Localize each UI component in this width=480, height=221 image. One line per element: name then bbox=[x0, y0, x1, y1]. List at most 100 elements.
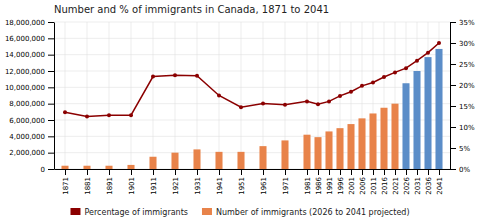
chart: 1871188118911901191119211931194119511961… bbox=[0, 0, 480, 221]
tick: 1881 bbox=[84, 169, 92, 195]
tick-mark bbox=[48, 87, 54, 88]
marker bbox=[217, 94, 221, 98]
tick-mark bbox=[450, 106, 456, 107]
bar bbox=[303, 135, 310, 169]
marker bbox=[338, 94, 342, 98]
marker bbox=[404, 66, 408, 70]
marker bbox=[283, 103, 287, 107]
tick-label: 16,000,000 bbox=[5, 35, 45, 43]
tick-label: 1971 bbox=[282, 177, 290, 195]
tick: 10% bbox=[450, 124, 475, 132]
tick-mark bbox=[87, 169, 88, 175]
grid-line-y bbox=[54, 169, 450, 170]
tick-label: 15% bbox=[459, 103, 475, 111]
marker bbox=[437, 41, 441, 45]
tick: 2026 bbox=[403, 169, 411, 195]
tick: 1891 bbox=[106, 169, 114, 195]
tick-mark bbox=[48, 38, 54, 39]
tick-mark bbox=[450, 22, 456, 23]
marker bbox=[173, 73, 177, 77]
tick: 25% bbox=[450, 61, 475, 69]
marker bbox=[151, 75, 155, 79]
tick: 1921 bbox=[172, 169, 180, 195]
tick-label: 1991 bbox=[326, 177, 334, 195]
tick-label: 1981 bbox=[304, 177, 312, 195]
tick-mark bbox=[48, 71, 54, 72]
tick: 35% bbox=[450, 19, 475, 27]
tick-mark bbox=[197, 169, 198, 175]
tick: 1951 bbox=[238, 169, 246, 195]
tick-label: 0% bbox=[459, 166, 470, 174]
tick: 0 bbox=[41, 166, 54, 174]
y2-axis: 0%5%10%15%20%25%30%35% bbox=[450, 19, 475, 174]
tick-mark bbox=[340, 169, 341, 175]
tick: 18,000,000 bbox=[5, 19, 54, 27]
marker bbox=[327, 99, 331, 103]
tick-label: 4,000,000 bbox=[9, 133, 45, 141]
grid-line-y bbox=[54, 120, 450, 121]
tick-mark bbox=[48, 169, 54, 170]
tick: 1931 bbox=[194, 169, 202, 195]
grid-line-y bbox=[54, 71, 450, 72]
tick-label: 1881 bbox=[84, 177, 92, 195]
tick: 12,000,000 bbox=[5, 68, 54, 76]
line bbox=[65, 43, 439, 117]
grid-line-y bbox=[54, 103, 450, 104]
bar bbox=[259, 146, 266, 169]
bar bbox=[391, 104, 398, 169]
grid-line-y bbox=[54, 87, 450, 88]
marker bbox=[305, 99, 309, 103]
tick-label: 2016 bbox=[381, 176, 389, 194]
tick: 2001 bbox=[348, 169, 356, 195]
legend-label: Number of immigrants (2026 to 2041 proje… bbox=[216, 208, 410, 217]
grid-line-y bbox=[54, 38, 450, 39]
tick-mark bbox=[329, 169, 330, 175]
legend-item: Number of immigrants (2026 to 2041 proje… bbox=[202, 208, 410, 217]
tick-label: 20% bbox=[459, 82, 475, 90]
bar bbox=[127, 165, 134, 169]
bar bbox=[413, 71, 420, 169]
tick-label: 2031 bbox=[414, 177, 422, 195]
tick: 30% bbox=[450, 40, 475, 48]
marker bbox=[393, 70, 397, 74]
tick-mark bbox=[450, 127, 456, 128]
tick-mark bbox=[439, 169, 440, 175]
axis-line bbox=[55, 169, 451, 170]
tick: 6,000,000 bbox=[9, 117, 54, 125]
tick-mark bbox=[450, 169, 456, 170]
tick: 8,000,000 bbox=[9, 100, 54, 108]
bar bbox=[314, 137, 321, 169]
tick-label: 2001 bbox=[348, 177, 356, 195]
tick-mark bbox=[318, 169, 319, 175]
tick-mark bbox=[417, 169, 418, 175]
tick: 2041 bbox=[436, 169, 444, 195]
tick-mark bbox=[48, 120, 54, 121]
grid-line-x bbox=[197, 22, 198, 169]
bar bbox=[402, 83, 409, 169]
tick: 1901 bbox=[128, 169, 136, 195]
tick-label: 1871 bbox=[62, 177, 70, 195]
tick-label: 12,000,000 bbox=[5, 68, 45, 76]
tick-label: 1996 bbox=[337, 176, 345, 194]
tick: 14,000,000 bbox=[5, 51, 54, 59]
marker bbox=[85, 115, 89, 119]
bars bbox=[61, 49, 442, 169]
tick: 1961 bbox=[260, 169, 268, 195]
tick-mark bbox=[263, 169, 264, 175]
tick: 1981 bbox=[304, 169, 312, 195]
tick: 4,000,000 bbox=[9, 133, 54, 141]
marks bbox=[61, 41, 442, 169]
grid-line-x bbox=[87, 22, 88, 169]
tick: 1971 bbox=[282, 169, 290, 195]
tick-label: 1961 bbox=[260, 177, 268, 195]
tick-label: 1921 bbox=[172, 177, 180, 195]
tick-label: 30% bbox=[459, 40, 475, 48]
grid-line-x bbox=[175, 22, 176, 169]
grid-line-x bbox=[153, 22, 154, 169]
tick: 2006 bbox=[359, 169, 367, 195]
tick-mark bbox=[153, 169, 154, 175]
tick-mark bbox=[450, 85, 456, 86]
tick-mark bbox=[175, 169, 176, 175]
tick: 2036 bbox=[425, 169, 433, 195]
tick-mark bbox=[395, 169, 396, 175]
